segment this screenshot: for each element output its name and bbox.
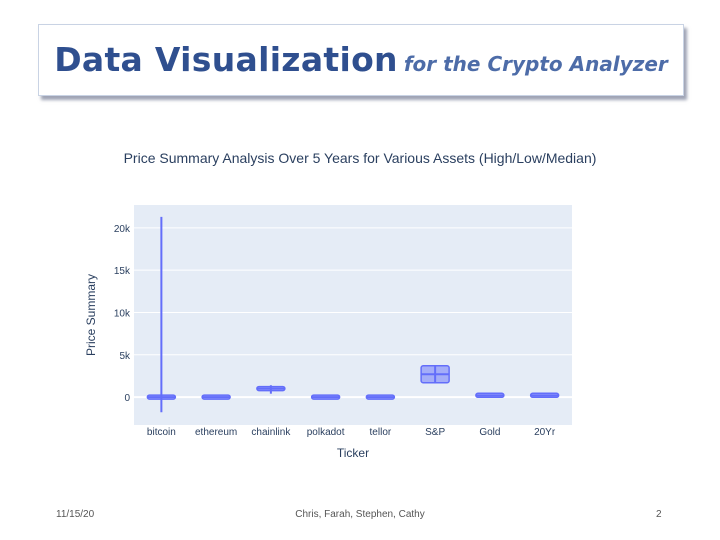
x-tick-label: Gold (479, 427, 500, 438)
plot-area (134, 205, 572, 425)
footer-date: 11/15/20 (56, 509, 95, 520)
y-tick-label: 20k (114, 224, 131, 235)
footer-authors: Chris, Farah, Stephen, Cathy (295, 509, 425, 520)
y-tick-label: 10k (114, 308, 131, 319)
x-tick-label: 20Yr (534, 427, 556, 438)
slide-title-box: Data Visualization for the Crypto Analyze… (38, 24, 684, 96)
slide-title: Data Visualization for the Crypto Analyze… (39, 40, 683, 79)
slide-title-sub: for the Crypto Analyzer (403, 52, 668, 76)
x-tick-label: polkadot (307, 427, 345, 438)
y-tick-label: 5k (119, 351, 131, 362)
y-tick-label: 0 (124, 393, 130, 404)
x-tick-label: bitcoin (147, 427, 176, 438)
y-axis-title: Price Summary (84, 274, 98, 356)
x-tick-label: chainlink (251, 427, 291, 438)
x-tick-label: tellor (370, 427, 392, 438)
y-tick-label: 15k (114, 266, 131, 277)
x-tick-label: ethereum (195, 427, 237, 438)
x-tick-label: S&P (425, 427, 445, 438)
chart-title: Price Summary Analysis Over 5 Years for … (123, 150, 597, 166)
footer-page-number: 2 (656, 509, 662, 520)
x-axis-title: Ticker (337, 446, 369, 460)
slide-title-main: Data Visualization (54, 40, 398, 79)
